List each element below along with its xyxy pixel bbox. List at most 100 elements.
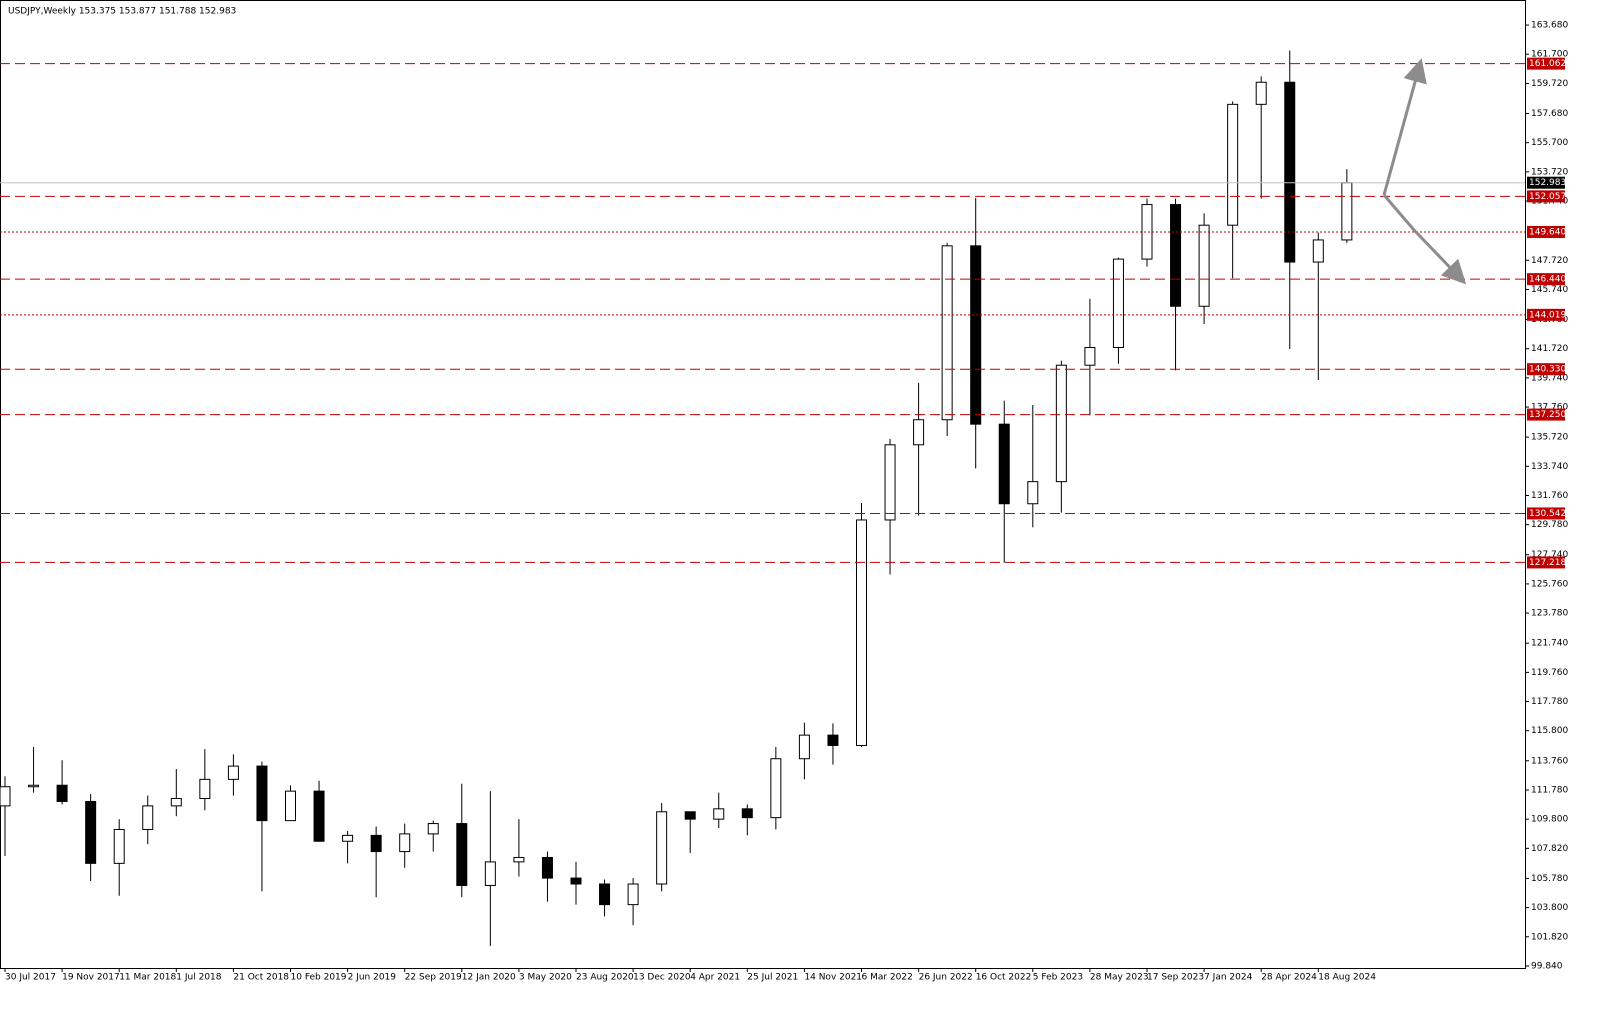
- candle-body: [684, 811, 696, 820]
- x-tick-label: 5 Feb 2023: [1033, 973, 1083, 983]
- y-tick-label: 109.800: [1531, 815, 1568, 825]
- x-tick-label: 10 Feb 2019: [291, 973, 347, 983]
- candle-body: [741, 808, 753, 819]
- candle-body: [199, 778, 211, 800]
- x-tick-label: 12 Jan 2020: [462, 973, 516, 983]
- x-tick-label: 14 Nov 2021: [804, 973, 862, 983]
- candle-body: [656, 811, 668, 885]
- candle-body: [227, 765, 239, 780]
- x-tick-label: 7 Jan 2024: [1204, 973, 1252, 983]
- candle-body: [342, 834, 354, 842]
- y-tick-label: 103.800: [1531, 903, 1568, 913]
- y-tick-label: 141.720: [1531, 344, 1568, 354]
- candle-body: [1227, 103, 1239, 226]
- y-tick-label: 107.820: [1531, 844, 1568, 854]
- level-label: 130.542: [1529, 509, 1566, 519]
- x-tick-label: 21 Oct 2018: [233, 973, 289, 983]
- candle-body: [456, 823, 468, 886]
- candle-body: [856, 519, 867, 746]
- candle-body: [1084, 347, 1096, 366]
- candle-body: [713, 808, 725, 820]
- chart-title: USDJPY,Weekly 153.375 153.877 151.788 15…: [8, 7, 236, 17]
- candle-body: [427, 823, 439, 835]
- level-label: 144.019: [1529, 310, 1566, 320]
- y-tick-label: 105.780: [1531, 874, 1568, 884]
- last-price-bg: [1527, 176, 1565, 189]
- level-label-bg: [1527, 225, 1565, 238]
- x-tick-label: 19 Nov 2017: [62, 973, 120, 983]
- x-tick-label: 30 Jul 2017: [5, 973, 56, 983]
- x-tick-label: 23 Aug 2020: [576, 973, 634, 983]
- y-tick-label: 161.700: [1531, 50, 1568, 60]
- y-tick-label: 157.680: [1531, 109, 1568, 119]
- candle-body: [941, 245, 953, 421]
- x-tick-label: 26 Jun 2022: [919, 973, 973, 983]
- y-tick-label: 99.840: [1531, 961, 1563, 971]
- x-tick-label: 17 Sep 2023: [1147, 973, 1204, 983]
- y-tick-label: 163.680: [1531, 21, 1568, 31]
- level-label-bg: [1527, 556, 1565, 569]
- candle-body: [142, 805, 154, 830]
- x-tick-label: 11 Mar 2018: [119, 973, 176, 983]
- y-tick-label: 127.740: [1531, 550, 1568, 560]
- candle-body: [1198, 224, 1210, 307]
- candle-body: [1312, 239, 1324, 263]
- x-tick-label: 6 Mar 2022: [862, 973, 913, 983]
- level-label: 127.218: [1529, 558, 1566, 568]
- y-tick-label: 155.700: [1531, 138, 1568, 148]
- candle-body: [1284, 81, 1296, 263]
- level-label: 152.057: [1529, 192, 1566, 202]
- candle-body: [998, 423, 1010, 505]
- y-tick-label: 113.760: [1531, 756, 1568, 766]
- candle-body: [1027, 481, 1039, 505]
- y-tick-label: 133.740: [1531, 462, 1568, 472]
- y-tick-label: 125.760: [1531, 579, 1568, 589]
- candle-body: [570, 877, 582, 885]
- candle-body: [370, 834, 382, 853]
- y-tick-label: 137.760: [1531, 403, 1568, 413]
- level-label-bg: [1527, 363, 1565, 376]
- level-label: 161.062: [1529, 59, 1566, 69]
- y-tick-label: 101.820: [1531, 932, 1568, 942]
- candle-body: [1341, 182, 1353, 241]
- level-label-bg: [1527, 273, 1565, 286]
- level-label: 137.250: [1529, 410, 1566, 420]
- x-tick-label: 2 Jun 2019: [348, 973, 397, 983]
- level-label-bg: [1527, 507, 1565, 520]
- x-tick-label: 22 Sep 2019: [405, 973, 462, 983]
- candle-body: [827, 734, 839, 746]
- candle-body: [484, 861, 496, 886]
- candle-body: [113, 828, 125, 864]
- candle-body: [913, 419, 925, 446]
- y-tick-label: 159.720: [1531, 79, 1568, 89]
- candle-body: [28, 784, 40, 788]
- arrow-down: [1382, 194, 1467, 285]
- x-tick-label: 1 Jul 2018: [176, 973, 221, 983]
- candle-body: [0, 786, 11, 807]
- candle-body: [256, 765, 268, 822]
- y-tick-label: 147.720: [1531, 256, 1568, 266]
- candle-body: [970, 245, 982, 425]
- x-tick-label: 3 May 2020: [519, 973, 572, 983]
- candle-body: [599, 883, 611, 906]
- level-label-bg: [1527, 57, 1565, 70]
- y-tick-label: 111.780: [1531, 785, 1568, 795]
- level-label: 149.640: [1529, 227, 1566, 237]
- level-label-bg: [1527, 308, 1565, 321]
- candle-body: [513, 856, 525, 863]
- candle-body: [1141, 204, 1153, 260]
- y-tick-label: 135.720: [1531, 433, 1568, 443]
- y-tick-label: 123.780: [1531, 609, 1568, 619]
- candle-body: [1170, 204, 1182, 307]
- x-tick-label: 13 Dec 2020: [633, 973, 691, 983]
- x-tick-label: 28 May 2023: [1090, 973, 1149, 983]
- candle-body: [399, 833, 411, 853]
- y-tick-label: 129.780: [1531, 520, 1568, 530]
- y-tick-label: 117.780: [1531, 697, 1568, 707]
- plot-frame: [0, 0, 1526, 969]
- y-tick-label: 145.740: [1531, 285, 1568, 295]
- level-label-bg: [1527, 190, 1565, 203]
- candle-body: [541, 856, 553, 879]
- last-price-label: 152.983: [1529, 178, 1566, 188]
- level-label: 140.330: [1529, 365, 1566, 375]
